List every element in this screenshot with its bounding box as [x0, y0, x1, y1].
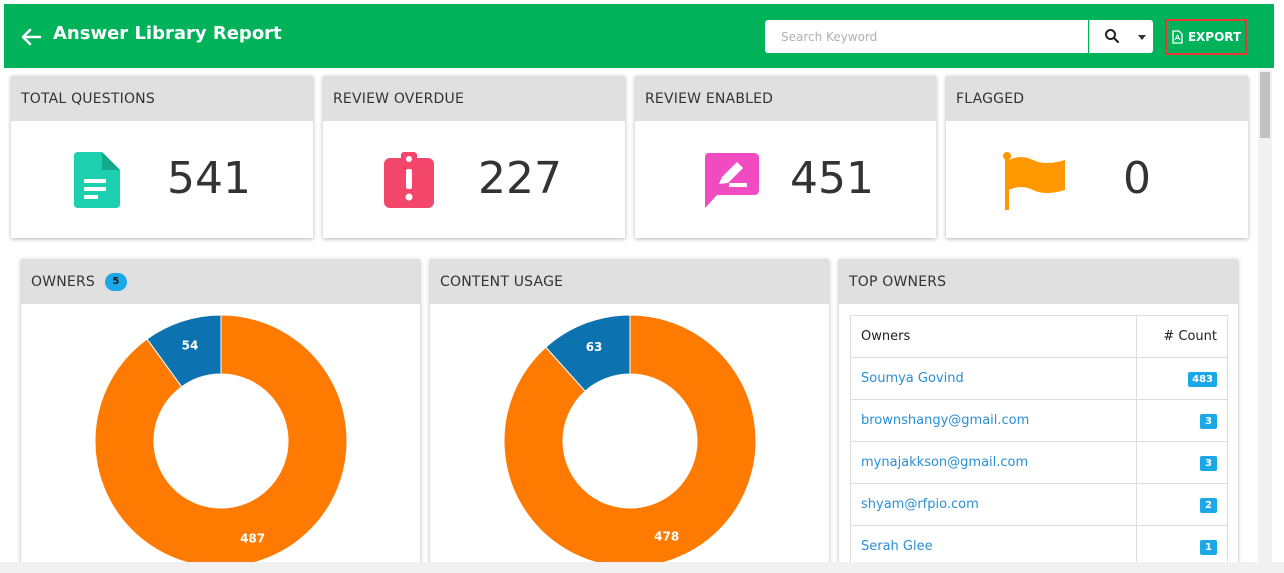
owners-column-header: Owners [850, 315, 1137, 358]
export-label: EXPORT [1187, 30, 1242, 44]
table-row: brownshangy@gmail.com 3 [850, 399, 1228, 442]
table-row: shyam@rfpio.com 2 [850, 483, 1228, 526]
page-title: Answer Library Report [53, 23, 282, 44]
table-header-row: Owners # Count [850, 315, 1228, 358]
stat-value: 541 [167, 153, 251, 204]
donut-slice-label: 487 [240, 532, 265, 546]
owners-donut-chart: 487 54 [94, 314, 348, 568]
top-owners-panel-title: TOP OWNERS [849, 273, 947, 290]
stat-value: 451 [790, 153, 874, 204]
owners-panel: OWNERS 5 487 54 [21, 259, 420, 569]
owners-panel-header: OWNERS 5 [21, 259, 420, 304]
donut-slice-label: 54 [182, 338, 199, 352]
stat-card-review-overdue: REVIEW OVERDUE 227 [323, 76, 625, 238]
owners-panel-title: OWNERS [31, 273, 95, 290]
pdf-icon [1172, 30, 1183, 44]
flag-icon [1003, 152, 1065, 210]
stat-card-title: REVIEW ENABLED [635, 76, 936, 121]
count-badge: 3 [1200, 455, 1217, 471]
top-owners-table: Owners # Count Soumya Govind 483 brownsh… [850, 315, 1228, 568]
comment-edit-icon [705, 153, 759, 208]
donut-slice[interactable] [94, 314, 348, 568]
stat-value: 0 [1123, 153, 1151, 204]
document-icon [74, 152, 120, 208]
count-badge: 483 [1188, 371, 1217, 387]
table-row: Soumya Govind 483 [850, 357, 1228, 400]
owners-count-badge: 5 [105, 272, 127, 291]
search-button[interactable] [1089, 20, 1153, 53]
top-owners-panel: TOP OWNERS Owners # Count Soumya Govind … [839, 259, 1238, 569]
stat-card-total-questions: TOTAL QUESTIONS 541 [11, 76, 313, 238]
count-badge: 2 [1200, 497, 1217, 513]
content-usage-panel: CONTENT USAGE 478 63 [430, 259, 829, 569]
stat-value: 227 [478, 153, 562, 204]
donut-slice-label: 478 [654, 530, 679, 544]
owner-link[interactable]: brownshangy@gmail.com [861, 413, 1030, 428]
count-badge: 1 [1200, 539, 1217, 555]
top-owners-panel-header: TOP OWNERS [839, 259, 1238, 304]
stat-card-title: TOTAL QUESTIONS [11, 76, 313, 121]
count-badge: 3 [1200, 413, 1217, 429]
donut-slice[interactable] [545, 314, 631, 392]
content-usage-panel-title: CONTENT USAGE [440, 273, 564, 290]
horizontal-scrollbar-track [0, 562, 1284, 573]
owner-link[interactable]: Serah Glee [861, 539, 933, 554]
vertical-scrollbar[interactable] [1258, 70, 1272, 562]
chevron-down-icon[interactable] [1138, 35, 1146, 40]
content-usage-panel-header: CONTENT USAGE [430, 259, 829, 304]
scrollbar-thumb[interactable] [1260, 72, 1270, 138]
stat-card-review-enabled: REVIEW ENABLED 451 [635, 76, 936, 238]
stat-card-flagged: FLAGGED 0 [946, 76, 1248, 238]
donut-slice[interactable] [503, 314, 757, 568]
donut-slice[interactable] [146, 314, 222, 388]
owner-link[interactable]: Soumya Govind [861, 371, 964, 386]
content-usage-donut-chart: 478 63 [503, 314, 757, 568]
clipboard-alert-icon [384, 152, 434, 208]
app-header: Answer Library Report EXPORT [4, 4, 1274, 68]
stat-card-title: REVIEW OVERDUE [323, 76, 625, 121]
donut-slice-label: 63 [586, 340, 603, 354]
back-arrow-icon[interactable] [18, 24, 44, 50]
owner-link[interactable]: mynajakkson@gmail.com [861, 455, 1029, 470]
export-button[interactable]: EXPORT [1165, 19, 1247, 55]
search-input[interactable] [765, 20, 1088, 53]
stat-card-title: FLAGGED [946, 76, 1248, 121]
search-icon [1105, 29, 1120, 44]
count-column-header: # Count [1136, 315, 1228, 358]
owner-link[interactable]: shyam@rfpio.com [861, 497, 979, 512]
table-row: mynajakkson@gmail.com 3 [850, 441, 1228, 484]
